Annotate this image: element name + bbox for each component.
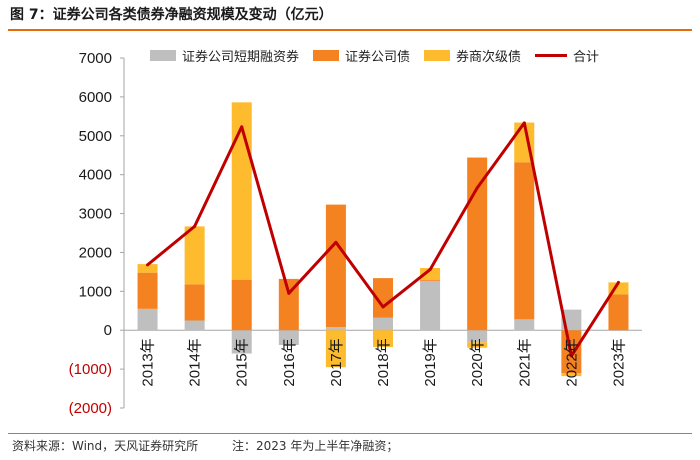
bar-segment-s2 (137, 264, 158, 273)
y-tick-label: 5000 (79, 128, 112, 145)
y-tick-label: 0 (104, 322, 112, 339)
bar-segment-s1 (278, 278, 299, 331)
bar-segment-s2 (467, 342, 488, 348)
chart-legend: 证券公司短期融资券 证券公司债 券商次级债 合计 (150, 46, 613, 65)
legend-swatch-short-term (150, 50, 176, 61)
bar-segment-s2 (184, 226, 205, 285)
bar-segment-s1 (231, 279, 252, 331)
x-tick-label: 2022年 (563, 338, 580, 386)
total-point (475, 186, 479, 190)
bar-segment-s1 (467, 157, 488, 331)
bar-segment-s1 (373, 278, 393, 318)
bar-segment-s0 (420, 280, 441, 331)
bar-line-chart: (2000) (1000) 0 1000 2000 3000 4000 5000 6000 700… (69, 50, 642, 417)
legend-label-corporate: 证券公司债 (345, 50, 411, 65)
source-note: 资料来源：Wind，天风证券研究所 (12, 439, 199, 453)
bar-segment-s1 (137, 272, 158, 309)
total-point (240, 125, 244, 129)
bar-segment-s2 (373, 330, 393, 347)
y-tick-label: 1000 (79, 283, 112, 300)
y-tick-label: 6000 (79, 89, 112, 106)
legend-item-subordinated: 券商次级债 (424, 46, 521, 65)
total-point (522, 121, 526, 125)
title-divider (8, 29, 692, 31)
x-tick-label: 2013年 (140, 338, 157, 386)
x-tick-label: 2017年 (328, 338, 345, 386)
bar-segment-s0 (373, 317, 393, 331)
bar-segment-s0 (278, 330, 299, 345)
bar-segment-s2 (420, 268, 441, 280)
bar-segment-s1 (514, 162, 535, 320)
figure-title: 图 7：证券公司各类债券净融资规模及变动（亿元） (10, 7, 333, 23)
x-tick-label: 2023年 (610, 338, 627, 386)
x-tick-label: 2021年 (516, 338, 533, 386)
legend-item-corporate: 证券公司债 (313, 46, 410, 65)
legend-swatch-subordinated (424, 50, 451, 61)
total-point (616, 280, 620, 284)
chart-bars (137, 102, 629, 377)
legend-item-total: 合计 (535, 46, 599, 65)
bar-segment-s0 (514, 319, 535, 331)
x-tick-label: 2014年 (187, 338, 204, 386)
x-tick-label: 2020年 (469, 338, 486, 386)
total-point (569, 354, 573, 358)
bar-segment-s0 (231, 330, 252, 354)
bar-segment-s2 (325, 330, 346, 368)
footer-divider (8, 433, 692, 434)
x-tick-label: 2019年 (422, 338, 439, 386)
legend-label-subordinated: 券商次级债 (456, 50, 522, 65)
y-tick-label: 7000 (79, 50, 112, 67)
legend-swatch-total (535, 54, 568, 57)
total-point (146, 263, 150, 267)
bar-segment-s0 (325, 327, 346, 331)
chart-x-labels: 2013年 2014年 2015年 2016年 2017年 2018年 2019年 2020年… (140, 338, 628, 386)
chart-axes: (2000) (1000) 0 1000 2000 3000 4000 5000 6000 700… (69, 50, 642, 417)
legend-label-total: 合计 (573, 50, 600, 65)
chart-total-line (146, 121, 620, 358)
bar-segment-s1 (420, 279, 441, 281)
bar-segment-s1 (325, 204, 346, 328)
legend-swatch-corporate (313, 50, 340, 61)
y-tick-label: 2000 (79, 244, 112, 261)
y-tick-label: 3000 (79, 206, 112, 223)
footnote: 注：2023 年为上半年净融资； (232, 439, 399, 453)
x-tick-label: 2018年 (375, 338, 392, 386)
total-point (287, 291, 291, 295)
bar-segment-s0 (137, 308, 158, 331)
x-tick-label: 2016年 (281, 338, 298, 386)
total-point (381, 305, 385, 309)
y-tick-label: 4000 (79, 167, 112, 184)
total-point (193, 224, 197, 228)
total-point (428, 268, 432, 272)
y-tick-label: (1000) (69, 361, 112, 378)
total-point (334, 240, 338, 244)
bar-segment-s1 (608, 294, 629, 331)
x-tick-label: 2015年 (234, 338, 251, 386)
bar-segment-s1 (184, 284, 205, 321)
bar-segment-s0 (467, 330, 488, 343)
bar-segment-s0 (184, 320, 205, 331)
bar-segment-s2 (561, 373, 582, 377)
y-tick-label: (2000) (69, 400, 112, 417)
legend-item-short-term: 证券公司短期融资券 (150, 46, 299, 65)
legend-label-short-term: 证券公司短期融资券 (182, 50, 300, 65)
